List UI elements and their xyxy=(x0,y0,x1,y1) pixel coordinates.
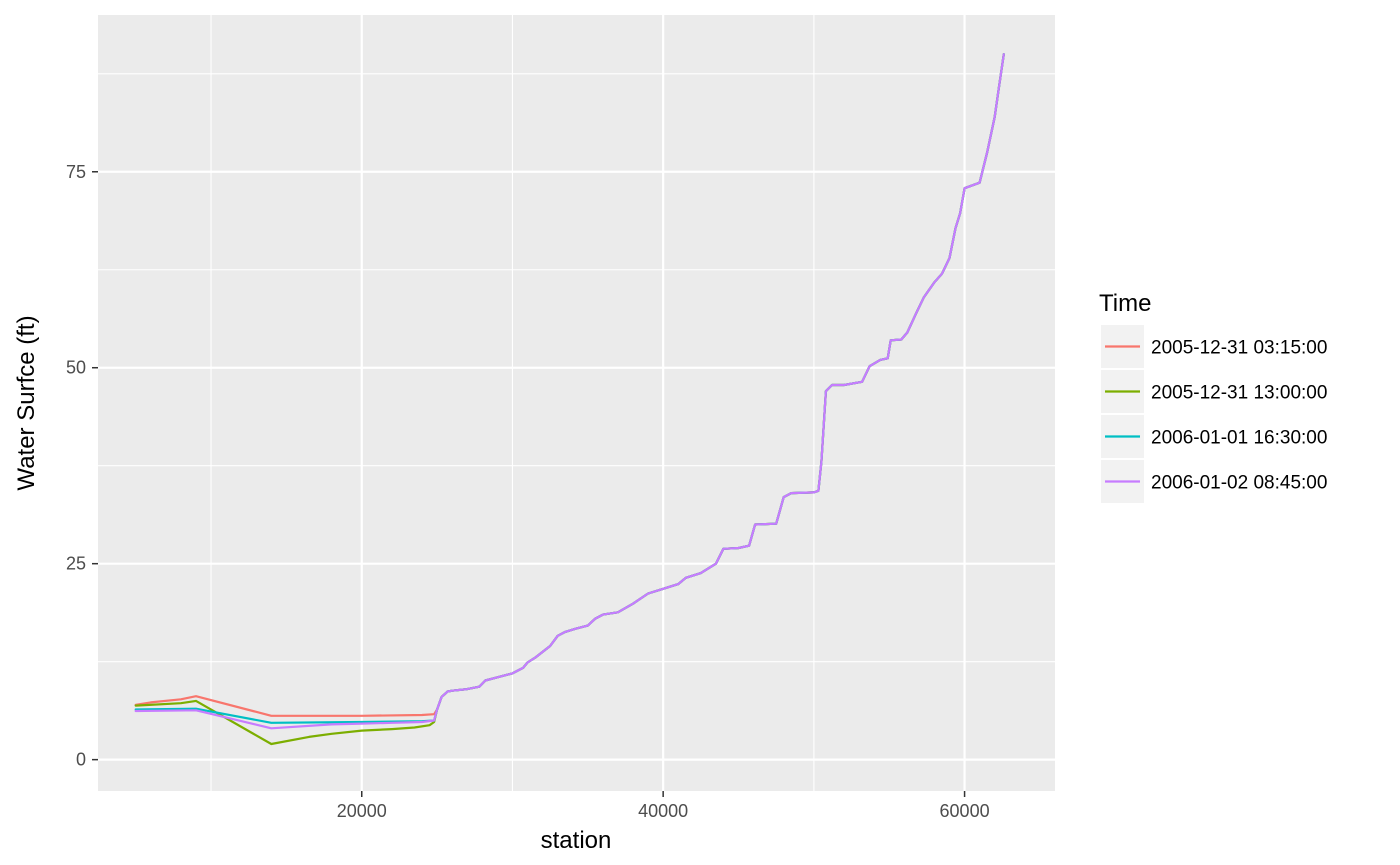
y-tick-label: 75 xyxy=(66,162,86,182)
y-tick-label: 50 xyxy=(66,358,86,378)
x-tick-label: 20000 xyxy=(337,801,387,821)
series-line xyxy=(134,53,1005,730)
x-axis: 20000 40000 60000 xyxy=(337,791,990,821)
y-tick-label: 0 xyxy=(76,750,86,770)
y-axis-title: Water Surfce (ft) xyxy=(13,315,40,490)
x-axis-title: station xyxy=(541,827,612,854)
legend-label: 2005-12-31 03:15:00 xyxy=(1151,338,1327,359)
series-lines xyxy=(134,53,1005,746)
legend-label: 2006-01-02 08:45:00 xyxy=(1151,473,1327,494)
y-tick-label: 25 xyxy=(66,554,86,574)
x-tick-label: 40000 xyxy=(638,801,688,821)
major-gridlines xyxy=(98,15,1055,791)
y-axis: 0 25 50 75 xyxy=(66,162,98,770)
legend: Time 2005-12-31 03:15:00 2005-12-31 13:00… xyxy=(1099,290,1327,503)
minor-gridlines xyxy=(98,15,1055,791)
legend-title: Time xyxy=(1099,290,1151,317)
legend-label: 2005-12-31 13:00:00 xyxy=(1151,383,1327,404)
x-tick-label: 60000 xyxy=(940,801,990,821)
legend-label: 2006-01-01 16:30:00 xyxy=(1151,428,1327,449)
plot-panel xyxy=(98,15,1055,791)
